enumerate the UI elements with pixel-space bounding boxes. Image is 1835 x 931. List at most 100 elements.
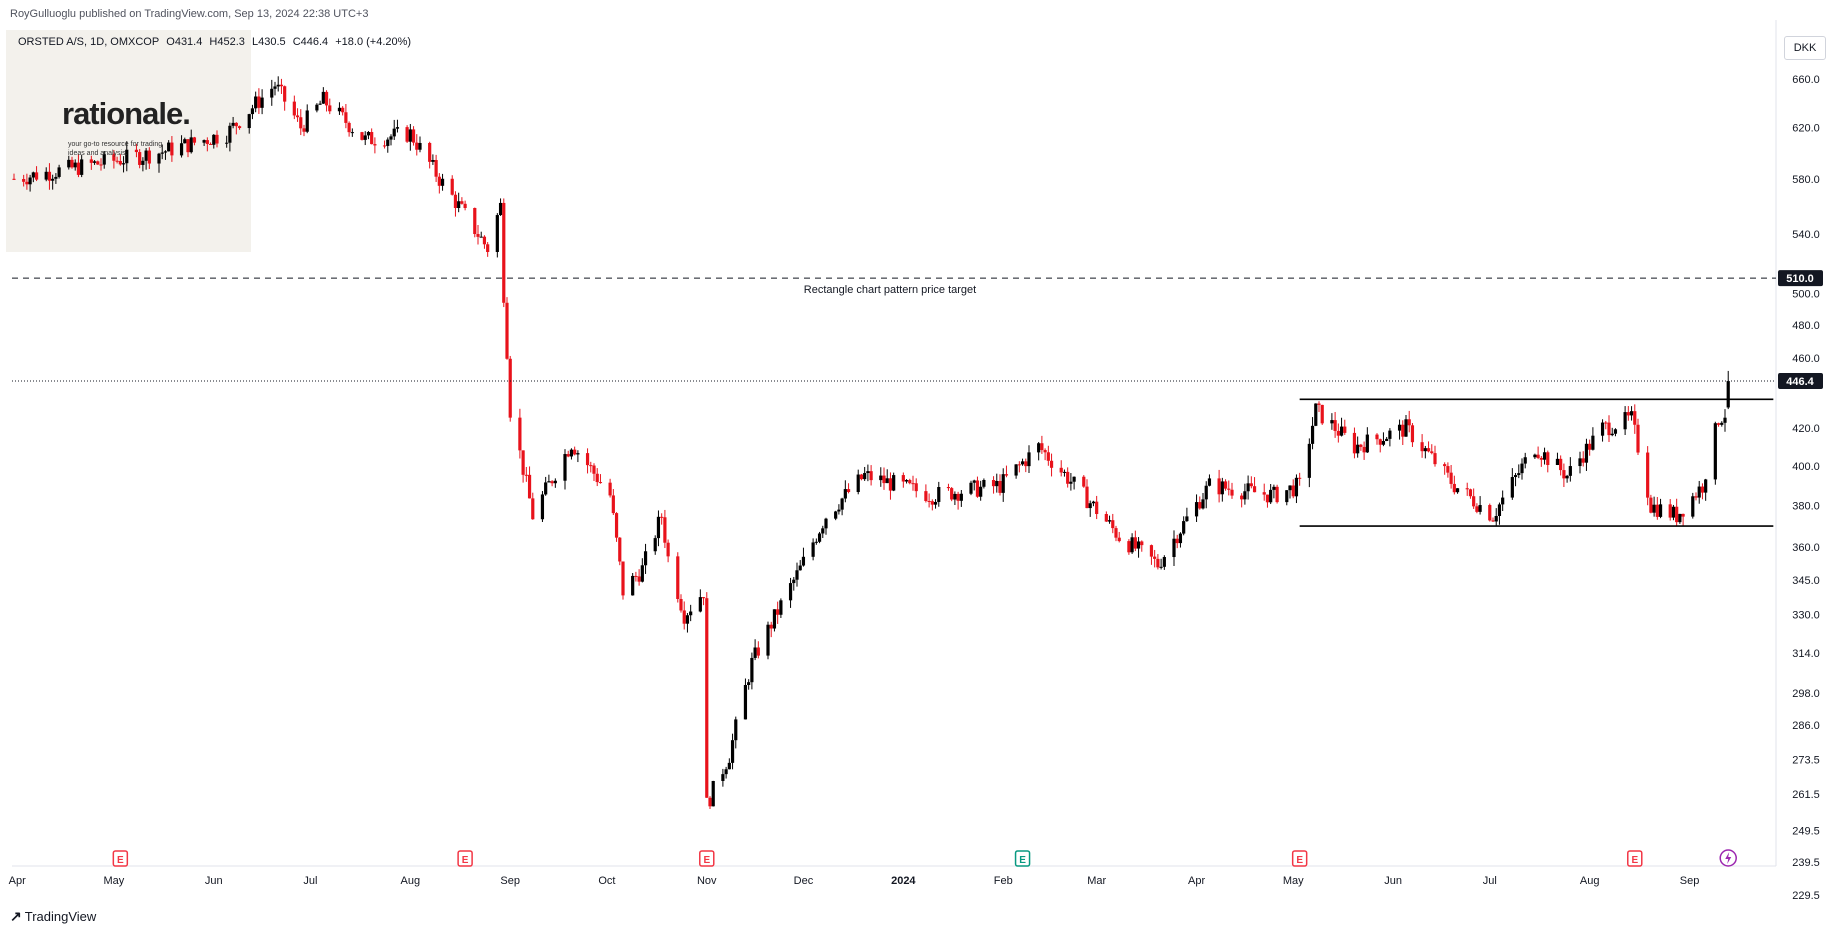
candle-body [1111, 520, 1115, 529]
candlestick [743, 678, 748, 720]
candlestick [1565, 474, 1569, 483]
candle-body [344, 112, 348, 123]
last-price-badge-text: 446.4 [1786, 376, 1814, 388]
x-tick-label: Aug [1580, 875, 1600, 887]
candlestick [34, 166, 39, 182]
candle-body [653, 538, 657, 552]
candlestick [283, 85, 287, 111]
candle-body [486, 244, 490, 253]
candle-body [837, 509, 841, 512]
candle-body [753, 647, 757, 658]
candle-body [930, 501, 934, 505]
candlestick [115, 156, 119, 164]
candle-body [67, 159, 71, 168]
candlestick [1478, 496, 1482, 515]
candlestick [25, 173, 29, 190]
candle-body [946, 487, 951, 489]
candlestick [1127, 539, 1131, 555]
candle-body [611, 495, 615, 514]
candle-body [1298, 477, 1302, 479]
candle-body [324, 91, 329, 106]
candlestick [527, 466, 532, 499]
candle-body [315, 104, 319, 111]
candlestick [1069, 473, 1073, 491]
candle-body [1671, 506, 1676, 518]
candle-body [337, 107, 342, 112]
candlestick [772, 609, 777, 632]
candle-body [57, 167, 61, 177]
candlestick [724, 766, 728, 779]
candle-body [1546, 452, 1550, 466]
candlestick [134, 143, 139, 158]
candlestick [1420, 434, 1424, 458]
candle-body [1407, 419, 1411, 426]
candlestick [1004, 465, 1009, 478]
candle-body [956, 493, 960, 501]
candle-body [418, 142, 422, 150]
candle-body [1059, 467, 1063, 473]
candle-body [798, 565, 802, 571]
earnings-icon-label: E [117, 855, 124, 866]
y-tick-label: 229.5 [1792, 890, 1820, 902]
candlestick [998, 474, 1002, 496]
candle-body [44, 171, 48, 180]
candle-body [801, 556, 806, 566]
candlestick [1317, 401, 1321, 412]
earnings-icon [1291, 850, 1308, 867]
candlestick [315, 103, 319, 113]
candlestick [1001, 468, 1005, 502]
currency-selector[interactable]: DKK [1784, 36, 1826, 60]
candlestick [118, 154, 122, 166]
candlestick [28, 174, 32, 192]
earnings-icon-label: E [462, 855, 469, 866]
candlestick [547, 474, 551, 483]
candle-body [34, 172, 39, 180]
y-tick-label: 239.5 [1792, 857, 1820, 869]
candlestick [179, 135, 184, 158]
candle-body [202, 140, 206, 143]
candle-body [1178, 533, 1183, 544]
candle-body [450, 178, 454, 195]
candlestick [666, 539, 670, 563]
open-value: O431.4 [166, 36, 203, 48]
candlestick [598, 474, 603, 484]
candle-body [225, 142, 229, 144]
candle-body [1704, 479, 1708, 493]
candlestick [660, 513, 664, 525]
candle-body [228, 125, 232, 143]
y-tick-label: 298.0 [1792, 688, 1820, 700]
candle-body [975, 480, 980, 497]
candle-body [80, 159, 84, 175]
candlestick [463, 200, 467, 211]
candlestick [937, 481, 941, 507]
candle-body [479, 236, 483, 238]
candle-body [1252, 486, 1257, 493]
candlestick [328, 98, 332, 115]
candlestick [163, 150, 168, 160]
candlestick [550, 480, 554, 487]
candle-body [1430, 451, 1434, 454]
y-tick-label: 273.5 [1792, 755, 1820, 767]
candlestick [1356, 436, 1360, 458]
tradingview-brand[interactable]: ↗︎ TradingView [10, 908, 96, 925]
candlestick [892, 472, 896, 492]
candle-body [834, 511, 838, 519]
candle-body [972, 480, 976, 483]
candle-body [25, 181, 29, 185]
candle-body [1095, 501, 1099, 515]
candlestick [440, 173, 445, 191]
candle-body [257, 96, 261, 108]
symbol-label[interactable]: ORSTED A/S, 1D, OMXCOP [18, 36, 160, 48]
candle-body [937, 487, 941, 502]
candlestick [621, 561, 625, 600]
candlestick [192, 136, 197, 146]
candlestick [22, 174, 26, 187]
candlestick [1043, 448, 1047, 461]
candlestick [689, 604, 693, 622]
candlestick [888, 472, 893, 500]
candle-body [234, 122, 238, 127]
candle-body [869, 471, 873, 481]
candlestick [1681, 513, 1685, 526]
candlestick [1159, 558, 1163, 570]
